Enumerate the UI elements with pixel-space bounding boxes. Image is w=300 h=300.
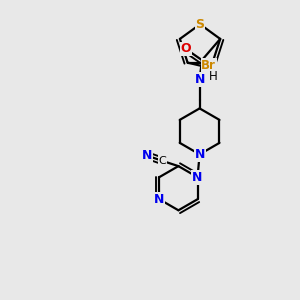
Text: N: N <box>194 73 205 86</box>
Text: C: C <box>158 156 166 166</box>
Text: S: S <box>196 18 205 31</box>
Text: N: N <box>192 171 203 184</box>
Text: Br: Br <box>201 59 216 72</box>
Text: H: H <box>209 70 218 83</box>
Text: N: N <box>154 193 164 206</box>
Text: O: O <box>181 42 191 56</box>
Text: N: N <box>194 148 205 161</box>
Text: N: N <box>142 149 152 162</box>
